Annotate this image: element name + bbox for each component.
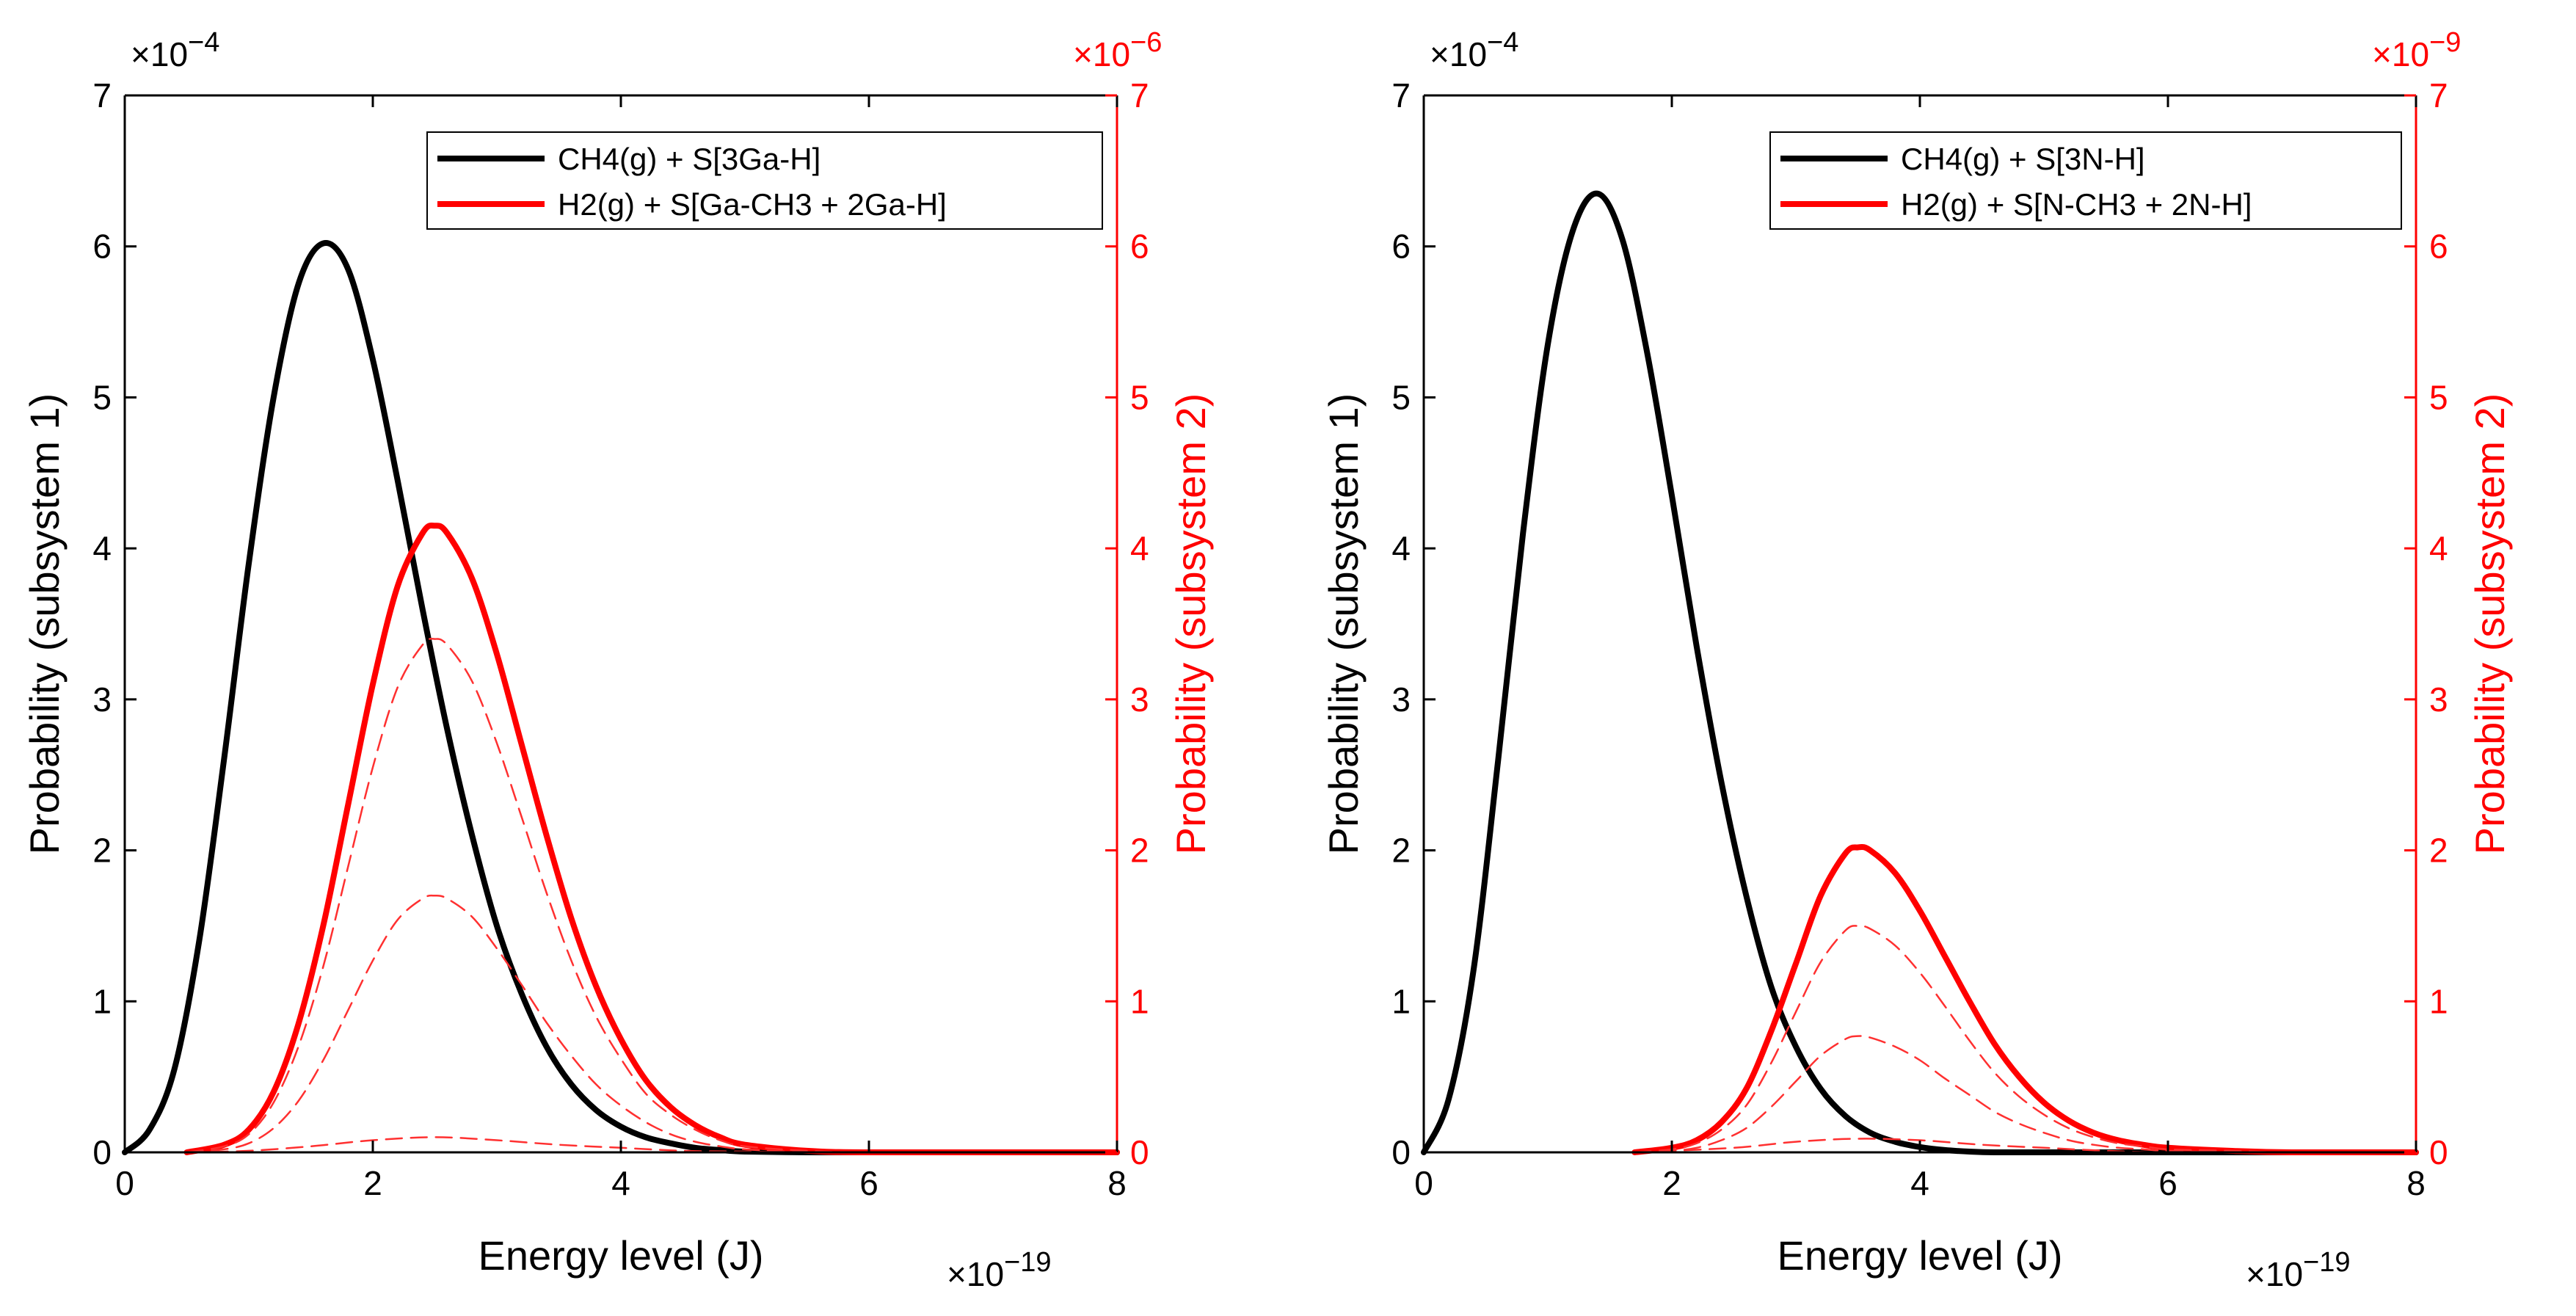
y-left-tick-label: 2 [1391,832,1411,870]
y-left-tick-label: 0 [92,1133,112,1171]
y-left-multiplier: ×10−4 [131,27,219,73]
x-tick-label: 8 [1107,1164,1127,1202]
y-left-tick-label: 1 [92,982,112,1020]
y-right-tick-label: 3 [2429,680,2448,719]
x-tick-label: 6 [2158,1164,2177,1202]
x-multiplier: ×10−19 [947,1247,1052,1293]
x-tick-label: 4 [1910,1164,1929,1202]
legend: CH4(g) + S[3N-H] H2(g) + S[N-CH3 + 2N-H] [1769,131,2402,230]
series-4-dashed-line [1634,1035,2417,1154]
x-tick-label: 0 [1414,1164,1433,1202]
y-left-tick-label: 3 [92,680,112,719]
legend-box [426,131,1103,230]
y-right-tick-label: 2 [1130,832,1149,870]
y-right-tick-label: 6 [2429,228,2448,266]
x-axis-label: Energy level (J) [1777,1232,2062,1279]
series-4-dashed-line [186,894,1118,1154]
legend: CH4(g) + S[3Ga-H] H2(g) + S[Ga-CH3 + 2Ga-… [426,131,1103,230]
x-multiplier: ×10−19 [2246,1247,2351,1293]
y-left-tick-label: 4 [92,529,112,567]
y-left-tick-label: 3 [1391,680,1411,719]
x-tick-label: 4 [611,1164,630,1202]
y-right-tick-label: 3 [1130,680,1149,719]
y-left-tick-label: 6 [1391,228,1411,266]
y-right-axis-label: Probability (subsystem 2) [2467,393,2513,855]
y-right-tick-label: 0 [2429,1133,2448,1171]
x-axis-label: Energy level (J) [478,1232,763,1279]
x-tick-label: 2 [1662,1164,1681,1202]
y-right-tick-label: 4 [2429,529,2448,567]
y-left-axis-label: Probability (subsystem 1) [21,393,68,855]
series-group [1421,190,2419,1156]
x-tick-label: 6 [859,1164,878,1202]
series-1-line [122,240,1120,1156]
y-left-tick-label: 1 [1391,982,1411,1020]
series-3-dashed-line [186,638,1118,1154]
y-left-tick-label: 5 [1391,378,1411,416]
y-left-tick-label: 5 [92,378,112,416]
y-right-tick-label: 0 [1130,1133,1149,1171]
y-right-tick-label: 7 [1130,76,1149,114]
y-right-axis-label: Probability (subsystem 2) [1168,393,1214,855]
series-1-line [1421,190,2419,1156]
y-right-tick-label: 4 [1130,529,1149,567]
y-left-axis-label: Probability (subsystem 1) [1320,393,1367,855]
y-left-tick-label: 6 [92,228,112,266]
y-left-tick-label: 7 [1391,76,1411,114]
y-right-tick-label: 7 [2429,76,2448,114]
legend-entry-2: H2(g) + S[N-CH3 + 2N-H] [1901,187,2252,222]
series-2-line [1631,843,2419,1156]
legend-entry-1: CH4(g) + S[3Ga-H] [558,142,821,176]
y-left-tick-label: 0 [1391,1133,1411,1171]
x-tick-label: 2 [363,1164,382,1202]
x-tick-label: 8 [2406,1164,2426,1202]
x-tick-label: 0 [115,1164,134,1202]
y-right-tick-label: 1 [1130,982,1149,1020]
y-left-tick-label: 4 [1391,529,1411,567]
y-right-tick-label: 1 [2429,982,2448,1020]
series-group [122,240,1120,1156]
y-right-multiplier: ×10−6 [1073,27,1162,73]
legend-entry-1: CH4(g) + S[3N-H] [1901,142,2145,176]
y-right-tick-label: 6 [1130,228,1149,266]
legend-entry-2: H2(g) + S[Ga-CH3 + 2Ga-H] [558,187,947,222]
legend-box [1769,131,2402,230]
y-left-multiplier: ×10−4 [1430,27,1518,73]
y-left-tick-label: 7 [92,76,112,114]
series-3-dashed-line [1634,925,2417,1154]
y-right-tick-label: 5 [2429,378,2448,416]
y-left-tick-label: 2 [92,832,112,870]
y-right-tick-label: 5 [1130,378,1149,416]
y-right-multiplier: ×10−9 [2372,27,2461,73]
series-2-line [183,522,1120,1156]
y-right-tick-label: 2 [2429,832,2448,870]
